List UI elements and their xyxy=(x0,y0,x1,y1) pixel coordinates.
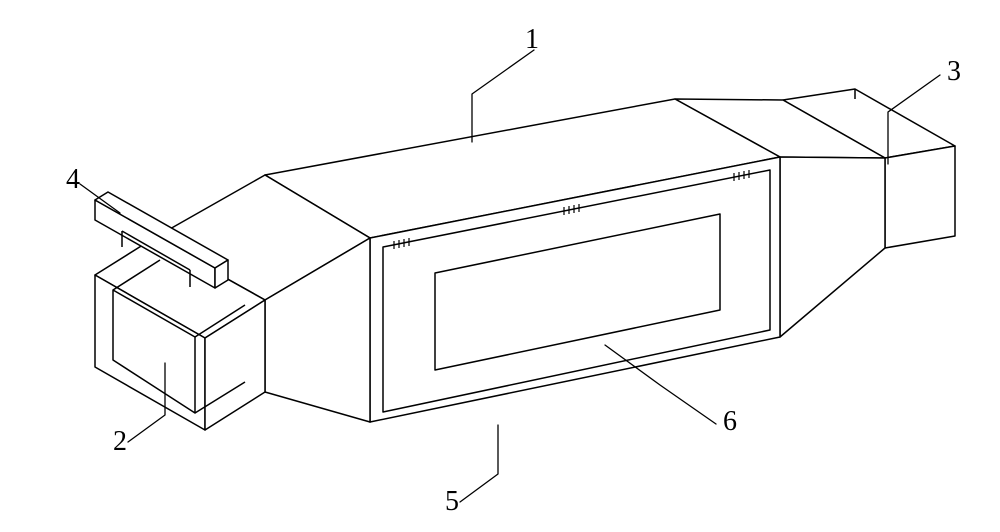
label-l4: 4 xyxy=(66,164,80,195)
diagram: 1 2 3 4 5 6 xyxy=(0,0,1000,532)
label-l1: 1 xyxy=(525,24,539,55)
leader-l5 xyxy=(460,425,498,502)
right-port-front xyxy=(885,146,955,248)
device-drawing xyxy=(95,89,955,430)
label-l5: 5 xyxy=(445,486,459,517)
right-taper-front xyxy=(780,157,885,337)
label-l2: 2 xyxy=(113,426,127,457)
label-l3: 3 xyxy=(947,56,961,87)
label-l6: 6 xyxy=(723,406,737,437)
